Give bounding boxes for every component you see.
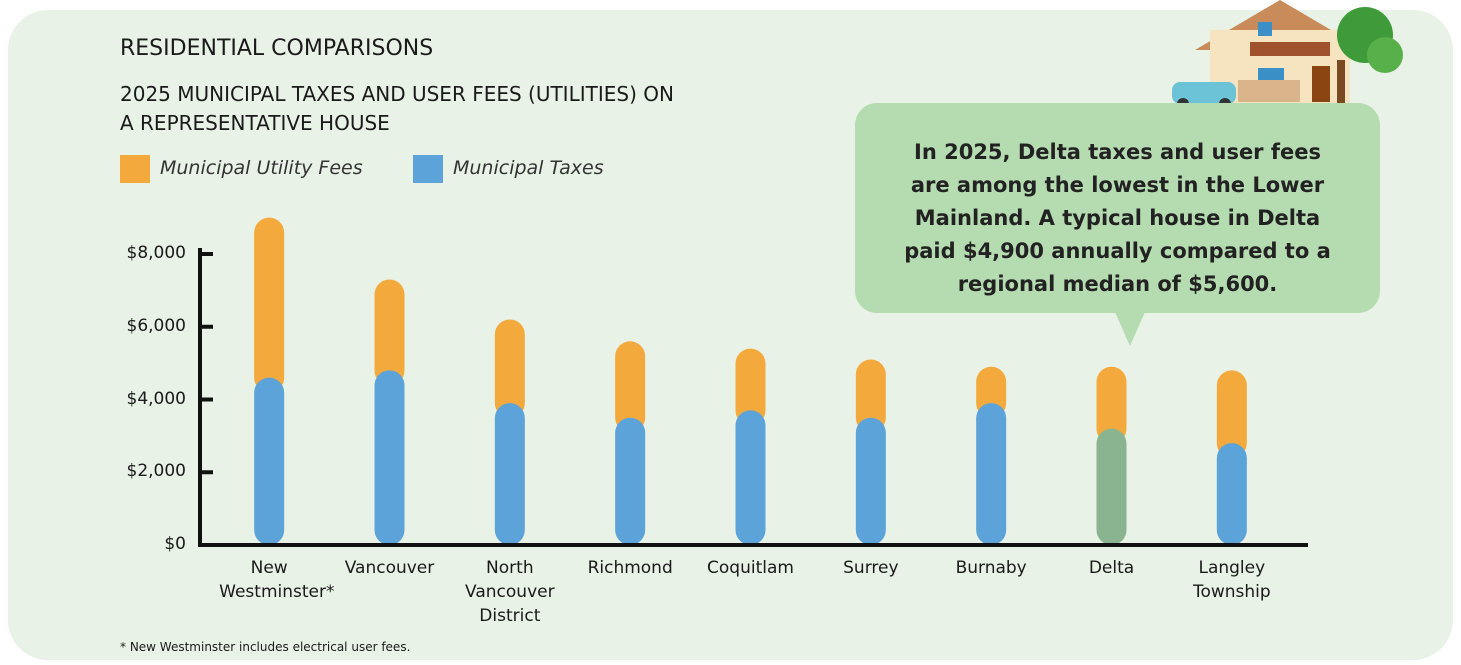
chart-title: RESIDENTIAL COMPARISONS: [120, 36, 434, 61]
x-tick-label: Langley Township: [1192, 558, 1271, 602]
bar-segment: [855, 359, 886, 433]
x-tick-label: Vancouver: [344, 558, 435, 578]
bar-segment: [615, 341, 646, 433]
bar-segment: [494, 403, 525, 545]
chart-subtitle: 2025 MUNICIPAL TAXES AND USER FEES (UTIL…: [120, 82, 674, 135]
x-tick-label: North Vancouver District: [465, 558, 555, 626]
x-tick-label: Richmond: [587, 558, 673, 578]
y-tick-label: $0: [164, 534, 186, 554]
x-tick-label: New Westminster*: [219, 558, 335, 602]
bar-segment: [254, 377, 285, 545]
bar-segment: [615, 417, 646, 545]
bar-segment: [254, 217, 285, 393]
x-tick-label: Burnaby: [955, 558, 1027, 578]
bar-segment: [855, 417, 886, 545]
bar-segment: [735, 348, 766, 426]
bar-segment: [374, 370, 405, 545]
bar-segment: [374, 279, 405, 386]
bar-segment: [1096, 428, 1127, 545]
bar-segment: [735, 410, 766, 545]
callout-box: [855, 103, 1380, 313]
x-tick-label: Delta: [1088, 558, 1135, 578]
legend-label: Municipal Utility Fees: [160, 157, 363, 179]
legend-swatch: [413, 155, 443, 183]
house-illustration: [1172, 0, 1403, 118]
y-tick-label: $2,000: [126, 461, 186, 482]
legend-label: Municipal Taxes: [453, 157, 604, 179]
footnote: * New Westminster includes electrical us…: [120, 640, 411, 654]
y-tick-label: $8,000: [126, 243, 186, 263]
bar-segment: [976, 403, 1007, 545]
callout-text: In 2025, Delta taxes and user fees are a…: [904, 140, 1331, 296]
y-tick-label: $6,000: [126, 315, 186, 336]
bar-segment: [1096, 366, 1127, 444]
y-tick-label: $4,000: [126, 388, 186, 409]
x-tick-label: Coquitlam: [707, 558, 794, 578]
legend-swatch: [120, 155, 150, 183]
bar-segment: [1216, 370, 1247, 459]
bar-segment: [494, 319, 525, 419]
bar-segment: [1216, 443, 1247, 545]
x-tick-label: Surrey: [843, 558, 899, 578]
